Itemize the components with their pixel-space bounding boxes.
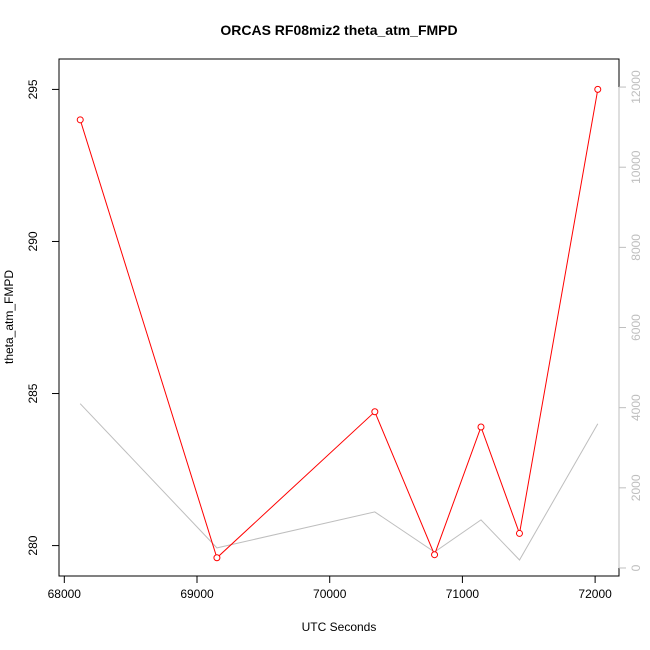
x-tick-label: 69000 xyxy=(180,587,214,601)
y2-tick-label: 6000 xyxy=(629,314,643,341)
y-tick-label: 290 xyxy=(26,231,40,251)
x-tick-label: 72000 xyxy=(578,587,612,601)
y-axis-label: theta_atm_FMPD xyxy=(2,270,16,364)
primary-series-line xyxy=(79,89,599,559)
series-group xyxy=(76,85,602,562)
y2-tick-label: 10000 xyxy=(629,150,643,184)
y-tick-label: 280 xyxy=(26,535,40,555)
y2-tick-label: 8000 xyxy=(629,234,643,261)
plot-box xyxy=(58,58,620,577)
y-tick-label: 285 xyxy=(26,383,40,403)
x-tick-label: 71000 xyxy=(446,587,480,601)
x-tick-label: 70000 xyxy=(313,587,347,601)
data-point xyxy=(213,554,221,562)
data-point xyxy=(371,408,379,416)
y2-tick-label: 12000 xyxy=(629,70,643,104)
axes: 68000 69000 70000 71000 72000 280 285 290 295 0 20… xyxy=(26,70,643,601)
y2-tick-label: 0 xyxy=(629,564,643,571)
x-axis-label: UTC Seconds xyxy=(302,620,377,634)
y2-tick-label: 2000 xyxy=(629,474,643,501)
y2-tick-label: 4000 xyxy=(629,394,643,421)
data-point xyxy=(594,85,602,93)
data-point xyxy=(477,423,485,431)
data-point xyxy=(515,529,523,537)
chart-title: ORCAS RF08miz2 theta_atm_FMPD xyxy=(220,22,457,38)
data-point xyxy=(431,551,439,559)
data-point xyxy=(76,116,84,124)
x-tick-label: 68000 xyxy=(48,587,82,601)
y-tick-label: 295 xyxy=(26,79,40,99)
